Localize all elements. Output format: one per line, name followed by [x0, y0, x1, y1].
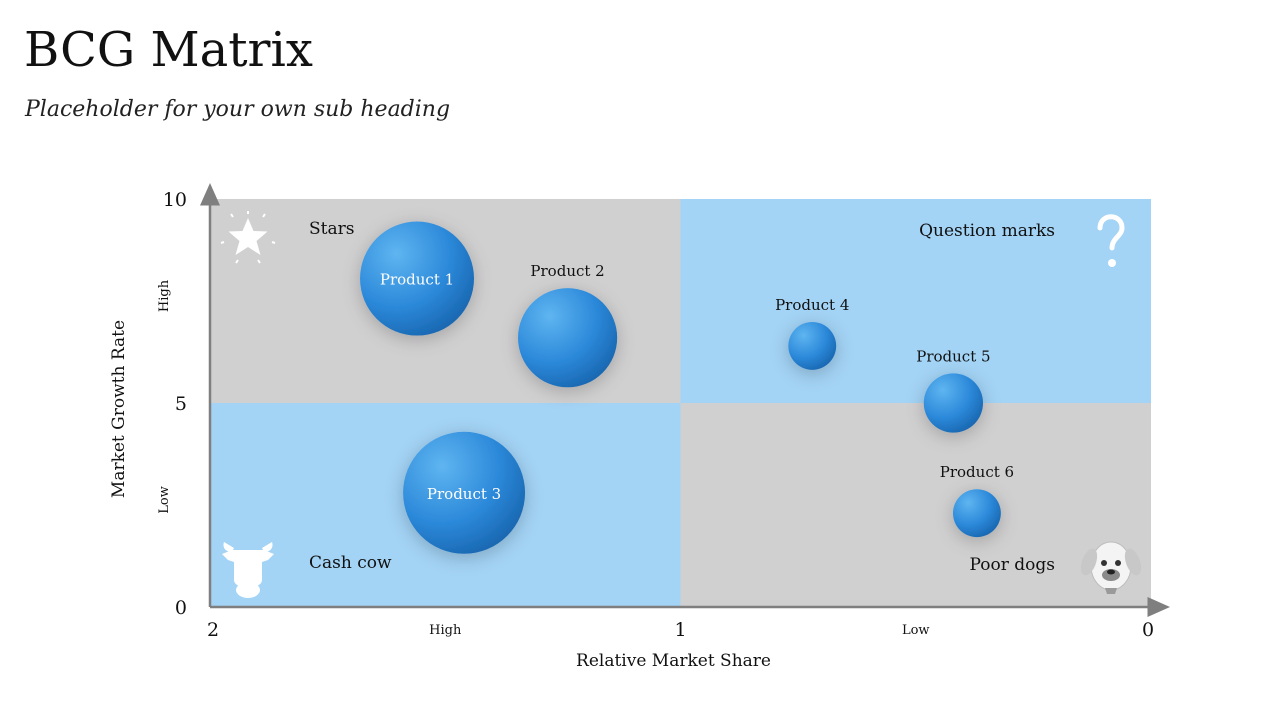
bubble-point: [923, 373, 984, 433]
quadrant-poor-dogs: [680, 403, 1151, 607]
y-category-label: High: [157, 279, 172, 312]
bubble-label: Product 5: [916, 347, 990, 365]
x-axis-title: Relative Market Share: [576, 651, 771, 671]
y-tick-label: 0: [175, 597, 187, 619]
bubble-point: [952, 489, 1001, 538]
bubble-product-6: Product 6: [940, 463, 1014, 538]
bubble-point: [517, 288, 618, 388]
quadrant-question-marks: [680, 199, 1151, 403]
x-category-label: Low: [902, 623, 930, 638]
cow-icon: [222, 542, 274, 598]
bubble-point: [360, 221, 475, 336]
x-tick-label: 0: [1142, 619, 1154, 641]
bubble-label: Product 1: [380, 271, 454, 289]
quadrant-label-stars: Stars: [309, 219, 354, 239]
y-tick-label: 5: [175, 393, 187, 415]
bubble-product-2: Product 2: [517, 262, 618, 388]
bubble-point: [788, 321, 837, 370]
page-subtitle: Placeholder for your own sub heading: [25, 97, 451, 122]
bubble-label: Product 2: [530, 262, 604, 280]
y-axis-title: Market Growth Rate: [109, 320, 129, 498]
bubble-product-4: Product 4: [775, 296, 849, 370]
x-category-label: High: [429, 623, 462, 638]
x-tick-label: 1: [674, 619, 686, 641]
bubble-label: Product 3: [427, 485, 501, 503]
quadrant-label-cash-cow: Cash cow: [309, 553, 392, 573]
page-title: BCG Matrix: [24, 22, 313, 78]
question-mark-icon: [1097, 214, 1125, 267]
y-category-label: Low: [157, 486, 172, 514]
bubble-product-1: Product 1: [360, 221, 475, 336]
quadrant-label-question-marks: Question marks: [919, 221, 1055, 241]
quadrant-label-poor-dogs: Poor dogs: [970, 555, 1055, 575]
star-icon: [220, 211, 276, 264]
bubble-label: Product 4: [775, 296, 849, 314]
bubble-point: [403, 431, 526, 554]
y-tick-label: 10: [163, 189, 187, 211]
bubble-label: Product 6: [940, 463, 1014, 481]
dog-icon: [1080, 541, 1142, 594]
x-tick-label: 2: [207, 619, 219, 641]
bubble-product-5: Product 5: [916, 347, 991, 433]
bubble-product-3: Product 3: [403, 431, 526, 554]
